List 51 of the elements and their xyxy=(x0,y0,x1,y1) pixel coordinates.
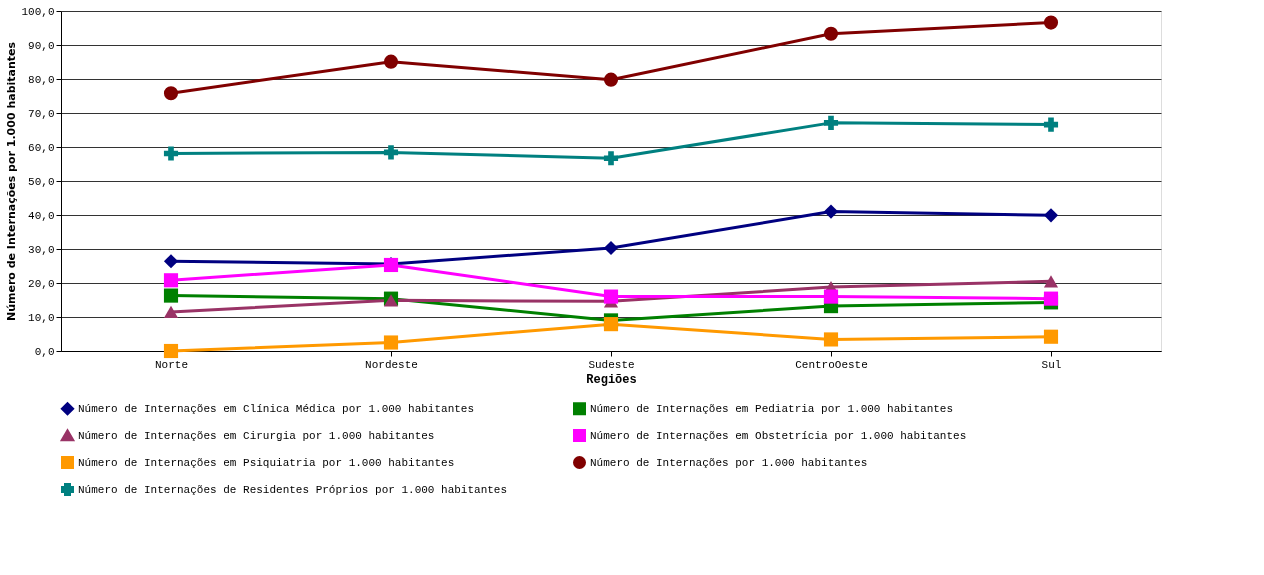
x-tick-label: Norte xyxy=(154,358,189,371)
point xyxy=(823,289,839,304)
point xyxy=(163,288,179,303)
legend-label: Número de Internações em Psiquiatria por 1.000 habitantes xyxy=(78,456,455,469)
point xyxy=(1043,291,1059,306)
point xyxy=(1043,208,1059,223)
point xyxy=(823,115,839,130)
y-tick-label: 40,0 xyxy=(28,209,55,222)
x-tick-label: Nordeste xyxy=(365,358,418,371)
point xyxy=(823,204,839,219)
point xyxy=(163,305,179,319)
point xyxy=(163,146,179,161)
y-tick-label: 80,0 xyxy=(28,73,55,86)
point xyxy=(603,289,619,304)
point xyxy=(823,332,839,347)
y-tick-label: 30,0 xyxy=(28,243,55,256)
point xyxy=(603,317,619,332)
point xyxy=(603,240,619,256)
y-tick-label: 90,0 xyxy=(28,39,55,52)
legend-label: Número de Internações em Cirurgia por 1.000 habitantes xyxy=(78,429,435,442)
y-tick-label: 60,0 xyxy=(28,141,55,154)
legend-label: Número de Internações por 1.000 habitantes xyxy=(590,456,868,469)
x-tick-label: CentroOeste xyxy=(795,358,868,371)
legend-label: Número de Internações em Pediatria por 1.000 habitantes xyxy=(590,402,954,415)
legend-label: Número de Internações de Residentes Próprios por 1.000 habitantes xyxy=(78,483,508,496)
point xyxy=(163,254,179,269)
x-tick-label: Sudeste xyxy=(588,358,635,371)
point xyxy=(603,72,619,87)
y-tick-label: 10,0 xyxy=(28,311,55,324)
point xyxy=(383,145,399,160)
x-axis-title: Regiões xyxy=(586,372,637,387)
point xyxy=(163,273,179,288)
point xyxy=(1043,15,1059,30)
legend-label: Número de Internações em Obstetrícia por 1.000 habitantes xyxy=(590,429,967,442)
point xyxy=(383,335,399,350)
point xyxy=(383,54,399,69)
point xyxy=(1043,275,1059,288)
y-tick-label: 50,0 xyxy=(28,175,55,188)
y-tick-label: 0,0 xyxy=(34,345,55,358)
point xyxy=(823,26,839,41)
y-tick-label: 100,0 xyxy=(21,5,55,18)
point xyxy=(1043,117,1059,132)
x-tick-label: Sul xyxy=(1041,358,1062,371)
point xyxy=(163,86,179,101)
point xyxy=(603,151,619,166)
point xyxy=(163,343,179,359)
y-tick-label: 70,0 xyxy=(28,107,55,120)
point xyxy=(1043,329,1059,344)
legend-label: Número de Internações em Clínica Médica por 1.000 habitantes xyxy=(78,402,475,415)
y-tick-label: 20,0 xyxy=(28,277,55,290)
y-axis-title: Número de Internações por 1.000 habitantes xyxy=(5,41,19,322)
